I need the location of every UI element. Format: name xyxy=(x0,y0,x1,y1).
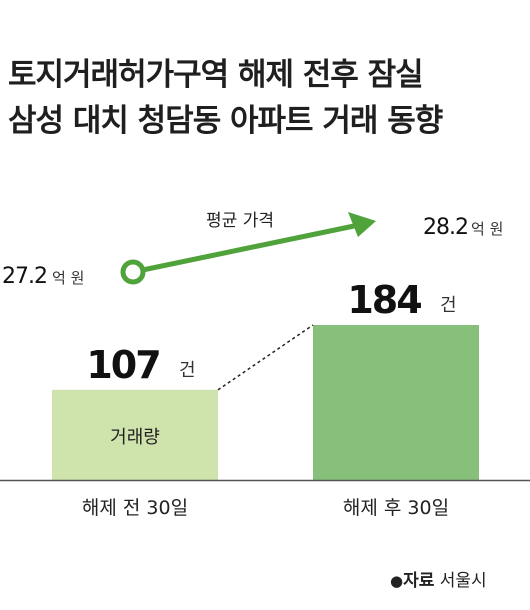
series-label: 거래량 xyxy=(110,427,160,448)
title-line-1: 토지거래허가구역 해제 전후 잠실 xyxy=(8,57,424,93)
source-prefix: 자료 xyxy=(403,571,435,591)
category-label-2: 해제 후 30일 xyxy=(343,497,449,519)
bullet-icon: ● xyxy=(390,572,404,590)
price-value-label-2: 28.2 xyxy=(423,215,468,240)
price-start-marker xyxy=(120,259,146,285)
price-trend-line xyxy=(132,223,355,275)
bar-connector-line xyxy=(217,324,314,391)
price-value-label-1: 27.2 xyxy=(2,264,47,289)
title-line-2: 삼성 대치 청담동 아파트 거래 동향 xyxy=(8,103,443,139)
category-label-1: 해제 전 30일 xyxy=(82,497,188,519)
chart-title: 토지거래허가구역 해제 전후 잠실 삼성 대치 청담동 아파트 거래 동향 xyxy=(8,52,523,144)
bar-value-label-2: 184 xyxy=(347,278,421,322)
price-trend-arrowhead xyxy=(348,212,376,237)
price-series-label: 평균 가격 xyxy=(206,211,274,231)
source-note: ●자료 서울시 xyxy=(390,566,487,591)
bar-2 xyxy=(313,325,479,480)
price-unit-label-2: 억 원 xyxy=(471,220,503,238)
bar-unit-label-1: 건 xyxy=(179,360,196,381)
bar-1 xyxy=(52,389,218,480)
bar-unit-label-2: 건 xyxy=(440,295,457,316)
price-unit-label-1: 억 원 xyxy=(52,269,84,287)
source-name: 서울시 xyxy=(439,571,487,591)
bar-value-label-1: 107 xyxy=(86,343,159,387)
